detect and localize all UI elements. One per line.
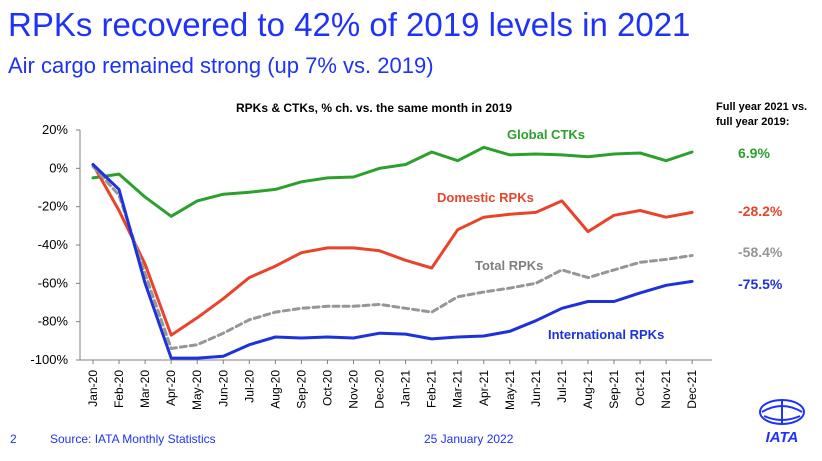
fy-value-total: -58.4% <box>738 244 783 260</box>
series-label: Domestic RPKs <box>437 190 534 205</box>
x-tick-label: Feb-20 <box>112 370 126 408</box>
y-tick-label: 0% <box>49 160 68 175</box>
page-subtitle: Air cargo remained strong (up 7% vs. 201… <box>8 53 434 78</box>
iata-logo: IATA <box>759 399 805 446</box>
series-line-global-ctks <box>91 145 694 218</box>
x-tick-label: Mar-21 <box>451 370 465 408</box>
x-tick-label: May-21 <box>503 370 517 410</box>
x-tick-label: Nov-21 <box>659 370 673 409</box>
series-label: International RPKs <box>548 327 664 342</box>
x-tick-label: Dec-21 <box>685 370 699 409</box>
x-tick-label: Aug-20 <box>268 370 282 409</box>
source-note: Source: IATA Monthly Statistics <box>50 432 216 446</box>
y-tick-label: 20% <box>42 122 68 137</box>
y-tick-label: -40% <box>38 237 69 252</box>
x-tick-label: May-20 <box>190 370 204 410</box>
x-tick-label: Aug-21 <box>581 370 595 409</box>
x-tick-label: Apr-20 <box>164 370 178 406</box>
series-line-international-rpks <box>91 163 694 360</box>
x-tick-label: Jun-21 <box>529 370 543 407</box>
x-tick-label: Jun-20 <box>216 370 230 407</box>
fy-value-ctks: 6.9% <box>738 145 770 161</box>
series-label: Total RPKs <box>475 258 543 273</box>
chart-title: RPKs & CTKs, % ch. vs. the same month in… <box>236 101 513 115</box>
footer-date: 25 January 2022 <box>424 432 514 446</box>
x-tick-label: Dec-20 <box>373 370 387 409</box>
x-tick-label: Oct-21 <box>633 370 647 406</box>
x-tick-label: Nov-20 <box>347 370 361 409</box>
x-tick-label: Sep-20 <box>294 370 308 409</box>
svg-text:IATA: IATA <box>766 429 799 446</box>
x-tick-label: Jul-20 <box>242 370 256 403</box>
x-tick-label: Jan-20 <box>86 370 100 407</box>
x-tick-label: Jan-21 <box>399 370 413 407</box>
x-tick-label: Feb-21 <box>425 370 439 408</box>
x-tick-label: Oct-20 <box>320 370 334 406</box>
y-tick-label: -60% <box>38 275 69 290</box>
series-line-total-rpks <box>91 164 694 350</box>
fy-value-domestic: -28.2% <box>738 203 783 219</box>
x-tick-label: Apr-21 <box>477 370 491 406</box>
y-tick-label: -20% <box>38 199 69 214</box>
series-label: Global CTKs <box>507 127 585 142</box>
page-number: 2 <box>10 432 17 446</box>
x-tick-label: Sep-21 <box>607 370 621 409</box>
series-line-domestic-rpks <box>91 163 694 337</box>
x-tick-label: Jul-21 <box>555 370 569 403</box>
fy-value-international: -75.5% <box>738 276 783 292</box>
y-tick-label: -100% <box>30 352 68 367</box>
x-tick-label: Mar-20 <box>138 370 152 408</box>
page-title: RPKs recovered to 42% of 2019 levels in … <box>8 6 691 43</box>
full-year-header: Full year 2021 vs. full year 2019: <box>716 101 808 128</box>
y-tick-label: -80% <box>38 314 69 329</box>
